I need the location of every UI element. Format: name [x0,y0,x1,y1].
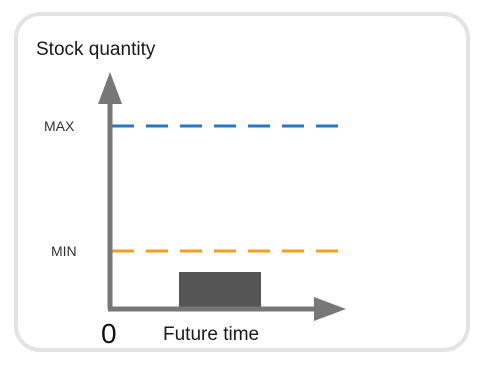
stock-block [179,272,261,309]
min-label: MIN [51,243,77,259]
y-axis-arrowhead [98,72,122,104]
y-axis-title: Stock quantity [36,39,155,61]
max-label: MAX [44,118,74,134]
x-axis-arrowhead [314,297,346,321]
origin-label: 0 [101,318,117,350]
x-axis-title: Future time [163,324,259,346]
